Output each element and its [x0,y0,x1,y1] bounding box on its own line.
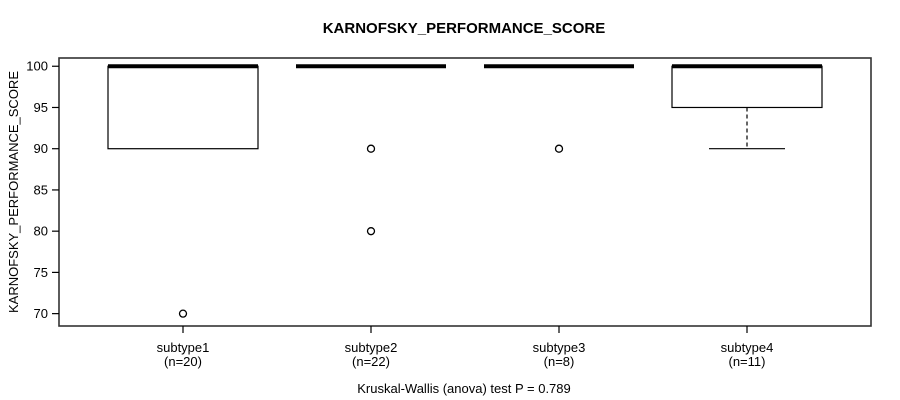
outlier-point-subtype2 [366,227,376,236]
y-tick-label: 75 [34,265,48,280]
outlier-point-subtype3 [554,144,564,153]
group-label-subtype2: subtype2 [345,340,398,355]
y-axis-label: KARNOFSKY_PERFORMANCE_SCORE [6,71,21,313]
y-tick-label: 90 [34,141,48,156]
group-sublabel-subtype4: (n=11) [729,354,766,369]
stat-test-caption: Kruskal-Wallis (anova) test P = 0.789 [357,381,571,396]
y-tick-label: 85 [34,182,48,197]
outlier-point-subtype1 [178,309,188,318]
y-tick-label: 70 [34,306,48,321]
group-sublabel-subtype3: (n=8) [544,354,575,369]
outlier-point-subtype2 [366,144,376,153]
box-subtype1 [107,65,259,150]
y-tick-label: 95 [34,100,48,115]
group-sublabel-subtype2: (n=22) [352,354,390,369]
plot-border [58,57,872,327]
y-tick-label: 100 [26,59,48,74]
y-tick-label: 80 [34,224,48,239]
group-label-subtype4: subtype4 [721,340,774,355]
group-sublabel-subtype1: (n=20) [164,354,202,369]
group-label-subtype1: subtype1 [157,340,210,355]
box-subtype4 [671,65,823,109]
plot-content: 707580859095100subtype1(n=20)subtype2(n=… [26,59,823,369]
chart-title: KARNOFSKY_PERFORMANCE_SCORE [323,20,606,37]
group-label-subtype3: subtype3 [533,340,586,355]
